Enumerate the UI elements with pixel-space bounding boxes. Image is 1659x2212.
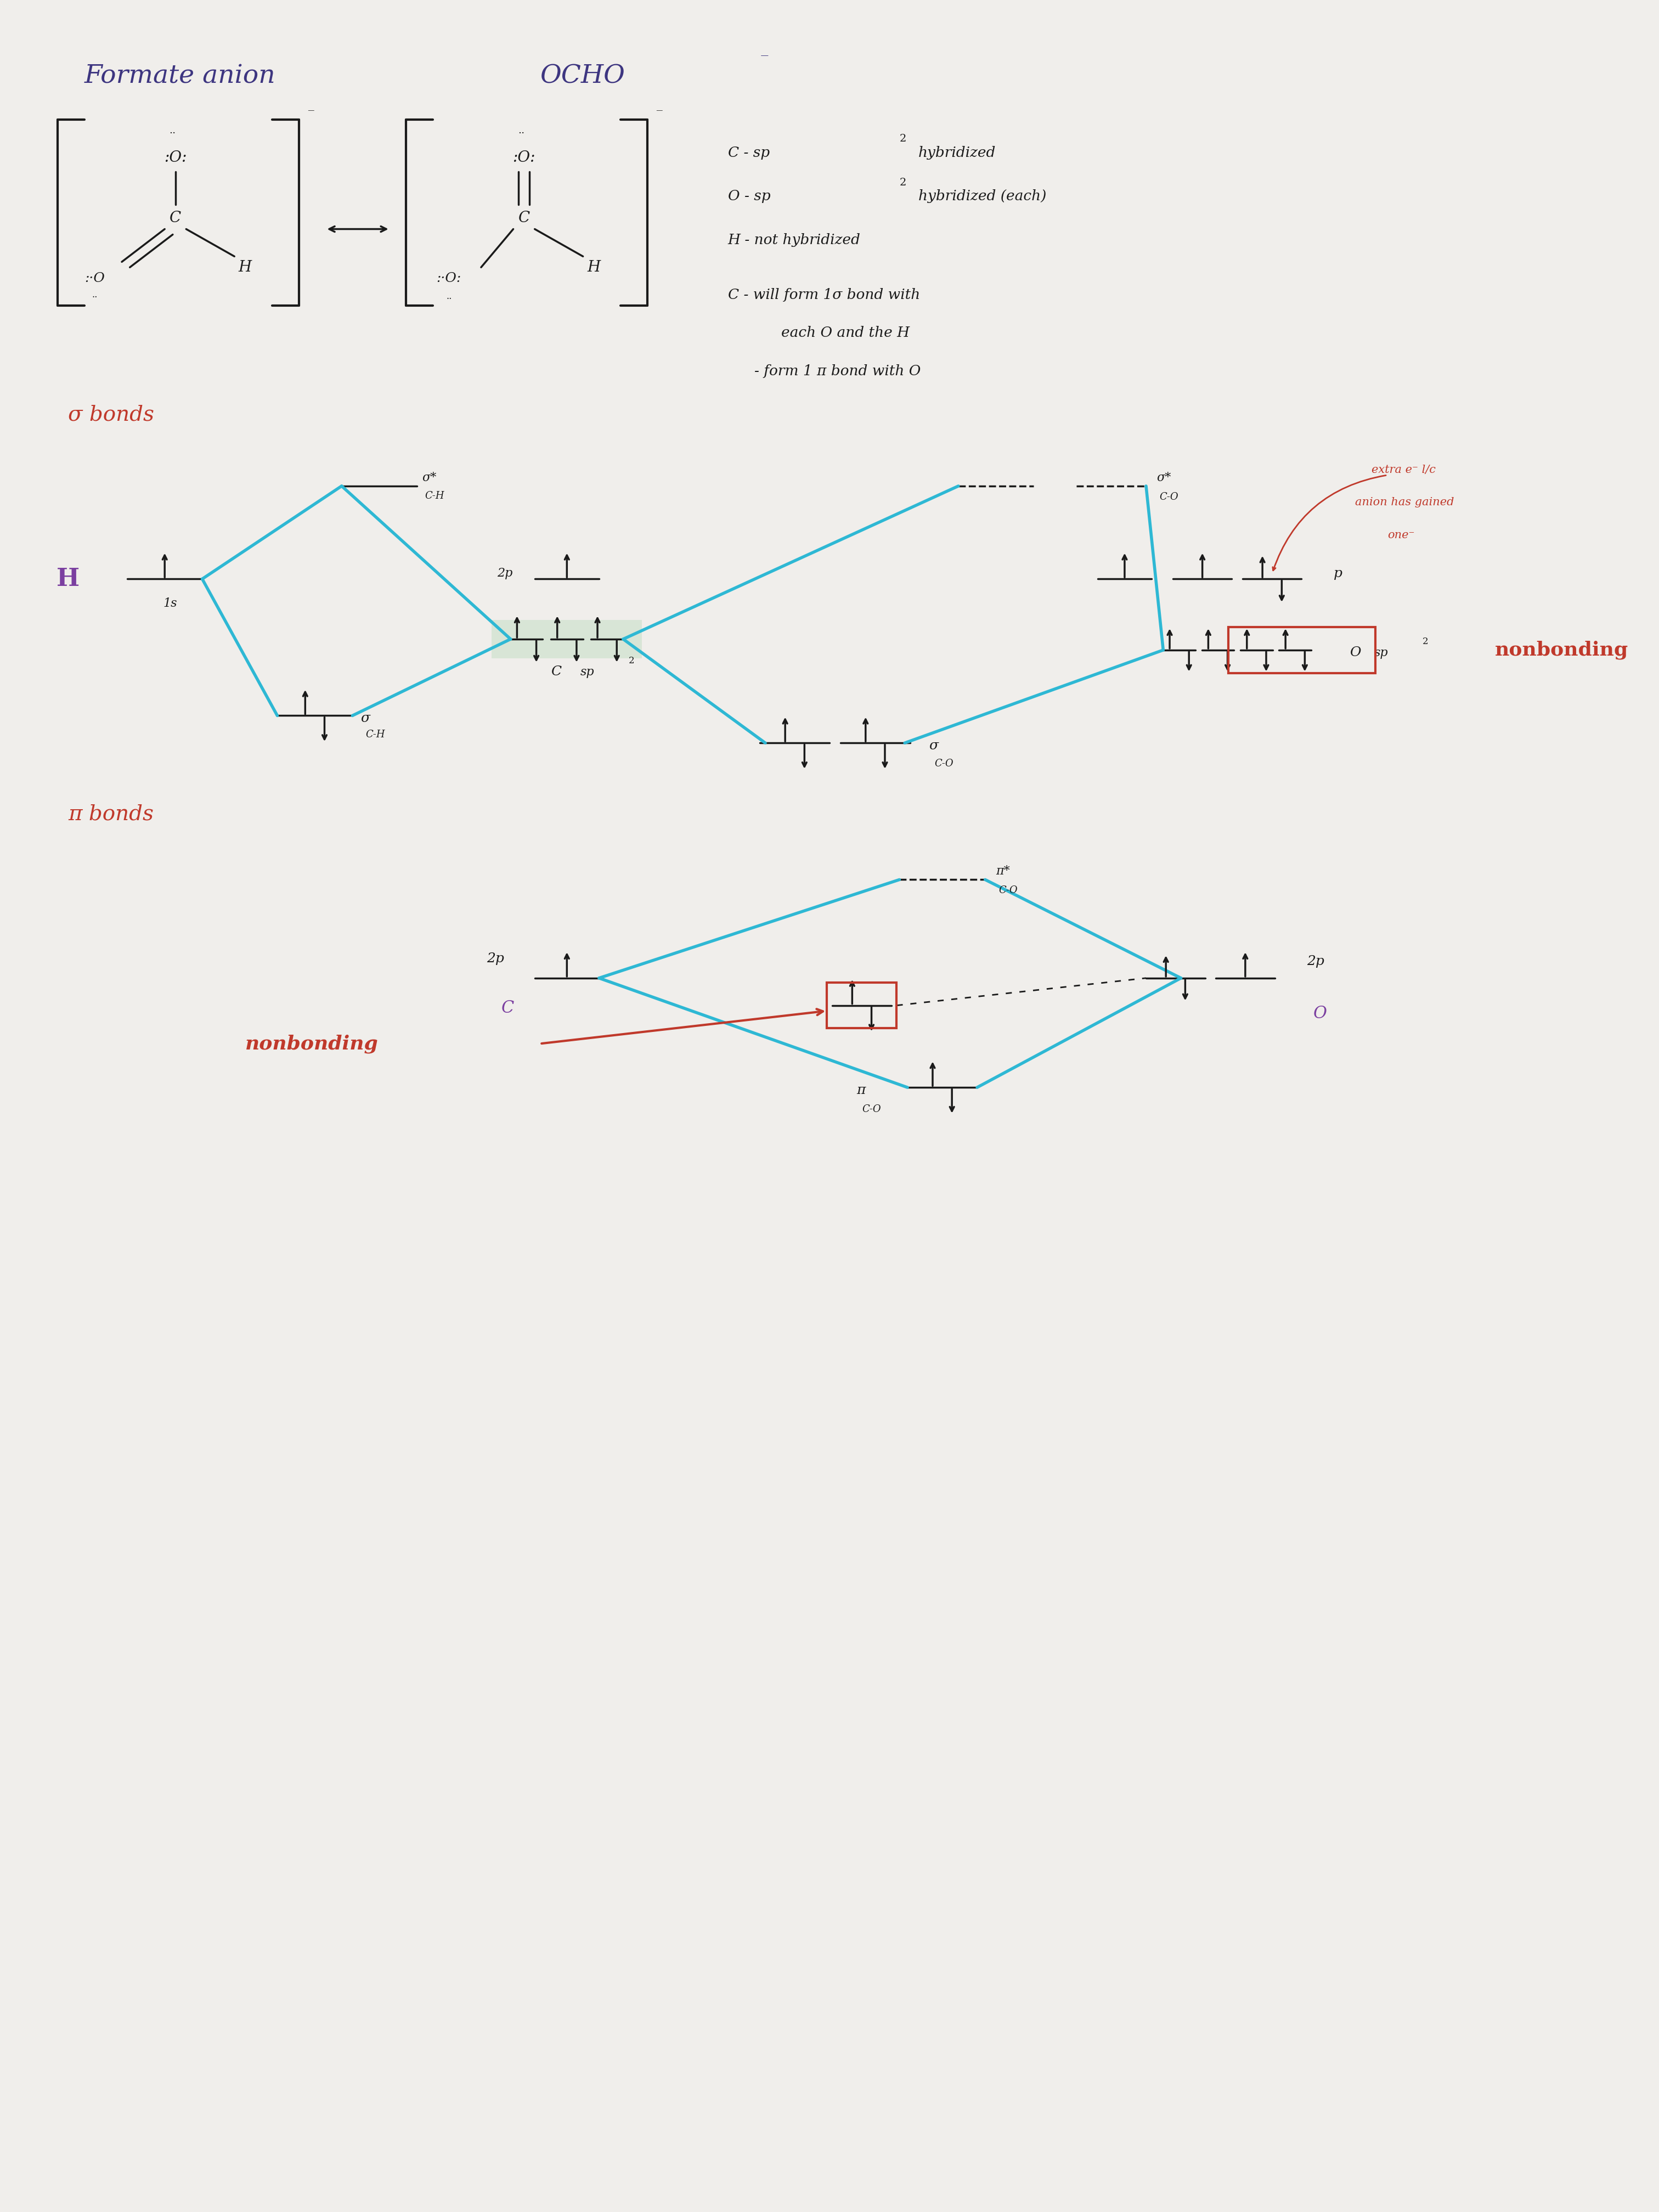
Text: Formate anion: Formate anion	[85, 64, 275, 88]
Text: :O:: :O:	[164, 150, 187, 166]
Text: C-O: C-O	[861, 1104, 881, 1115]
Text: σ: σ	[929, 739, 939, 752]
Text: σ: σ	[360, 712, 370, 726]
Text: π bonds: π bonds	[68, 803, 154, 825]
Text: C: C	[501, 1000, 514, 1018]
Text: C - sp: C - sp	[728, 146, 770, 159]
Text: ··: ··	[446, 294, 451, 303]
Text: C: C	[518, 210, 529, 226]
Text: p: p	[1334, 566, 1342, 580]
Text: 2: 2	[899, 135, 906, 144]
Text: σ*: σ*	[421, 471, 436, 484]
Text: C-O: C-O	[934, 759, 954, 770]
Text: 2: 2	[1422, 637, 1428, 646]
Text: anion has gained: anion has gained	[1355, 498, 1455, 507]
Text: - form 1 π bond with O: - form 1 π bond with O	[755, 365, 921, 378]
Text: nonbonding: nonbonding	[246, 1035, 378, 1053]
Text: 1s: 1s	[163, 597, 178, 611]
Text: C-O: C-O	[999, 885, 1017, 896]
Text: H: H	[239, 261, 252, 274]
Bar	[491, 619, 642, 659]
Text: 2: 2	[629, 657, 634, 666]
Text: :O:: :O:	[513, 150, 536, 166]
Text: H - not hybridized: H - not hybridized	[728, 232, 861, 248]
Text: 2p: 2p	[486, 953, 504, 964]
Text: :·O:: :·O:	[436, 272, 461, 285]
Text: C: C	[169, 210, 181, 226]
Text: one⁻: one⁻	[1387, 531, 1415, 540]
Text: O: O	[1314, 1004, 1327, 1022]
Text: H: H	[587, 261, 601, 274]
Bar	[826, 982, 898, 1029]
Bar	[1228, 626, 1375, 672]
Text: sp: sp	[1374, 646, 1389, 659]
Text: C-H: C-H	[425, 491, 445, 500]
Text: O: O	[1350, 646, 1360, 659]
Text: π*: π*	[995, 865, 1010, 878]
Text: ⁻: ⁻	[307, 106, 315, 122]
Text: C-O: C-O	[1160, 491, 1178, 502]
Text: π: π	[856, 1084, 866, 1097]
Text: 2p: 2p	[498, 568, 513, 580]
Text: sp: sp	[581, 666, 594, 677]
Text: H: H	[56, 566, 80, 591]
Text: OCHO: OCHO	[541, 64, 625, 88]
Text: ⁻: ⁻	[760, 51, 770, 69]
Text: 2p: 2p	[1307, 956, 1324, 969]
Text: ··: ··	[93, 292, 98, 303]
Text: C-H: C-H	[365, 730, 385, 739]
Text: σ*: σ*	[1156, 471, 1171, 484]
Text: nonbonding: nonbonding	[1495, 641, 1627, 659]
Text: ··: ··	[518, 128, 524, 139]
Text: O - sp: O - sp	[728, 190, 770, 204]
Text: hybridized: hybridized	[917, 146, 995, 159]
Text: ··: ··	[169, 128, 176, 139]
Text: hybridized (each): hybridized (each)	[917, 190, 1047, 204]
Text: :·O: :·O	[85, 272, 105, 285]
Text: C: C	[551, 666, 561, 679]
Text: each O and the H: each O and the H	[781, 325, 909, 341]
Text: extra e⁻ l/c: extra e⁻ l/c	[1372, 465, 1435, 476]
Text: σ bonds: σ bonds	[68, 405, 154, 425]
Text: ⁻: ⁻	[655, 106, 664, 122]
Text: C - will form 1σ bond with: C - will form 1σ bond with	[728, 288, 921, 301]
Text: 2: 2	[899, 177, 906, 188]
